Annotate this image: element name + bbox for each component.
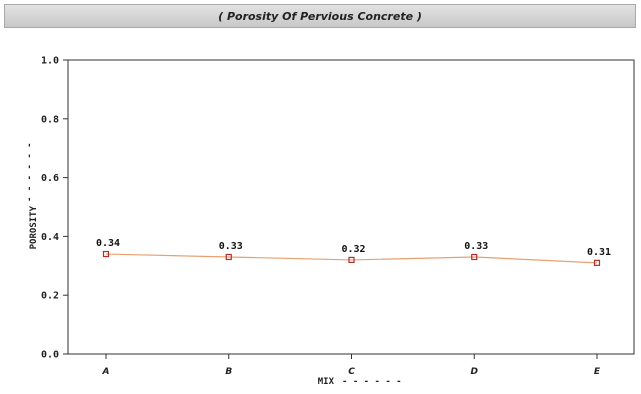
- x-tick-label: D: [471, 367, 479, 377]
- y-tick-label: 1.0: [41, 56, 59, 67]
- data-label: 0.34: [96, 238, 120, 249]
- plot-layer: 0.0 0.2 0.4 0.6 0.8 1.0 A B C D E 0.34 0.33 0.32 0.33 0…: [41, 56, 635, 377]
- x-axis-title-dashes: - - - - - -: [342, 377, 402, 387]
- x-tick-label: B: [225, 367, 232, 377]
- x-axis-title: MIX: [318, 377, 335, 387]
- x-tick-label: E: [594, 367, 601, 377]
- y-tick-label: 0.2: [41, 291, 59, 302]
- y-axis-title-dashes: - - - - - -: [25, 142, 35, 202]
- data-label: 0.32: [341, 244, 365, 255]
- y-axis-title: POROSITY: [29, 205, 39, 249]
- y-tick-label: 0.8: [41, 114, 59, 125]
- plot-frame: [67, 59, 635, 355]
- data-point: [225, 253, 232, 261]
- data-label: 0.33: [219, 241, 243, 252]
- y-tick-label: 0.0: [41, 350, 59, 361]
- series-line: [105, 253, 598, 264]
- data-label: 0.31: [587, 247, 611, 258]
- data-label: 0.33: [464, 241, 488, 252]
- data-point: [593, 259, 601, 266]
- y-tick-label: 0.6: [41, 173, 59, 184]
- y-tick-label: 0.4: [41, 232, 59, 243]
- data-point: [471, 253, 478, 261]
- data-point: [102, 250, 110, 258]
- x-tick-label: C: [348, 367, 355, 377]
- x-tick-label: A: [102, 367, 110, 377]
- chart-title: ( Porosity Of Pervious Concrete ): [4, 4, 636, 28]
- data-point: [348, 256, 355, 264]
